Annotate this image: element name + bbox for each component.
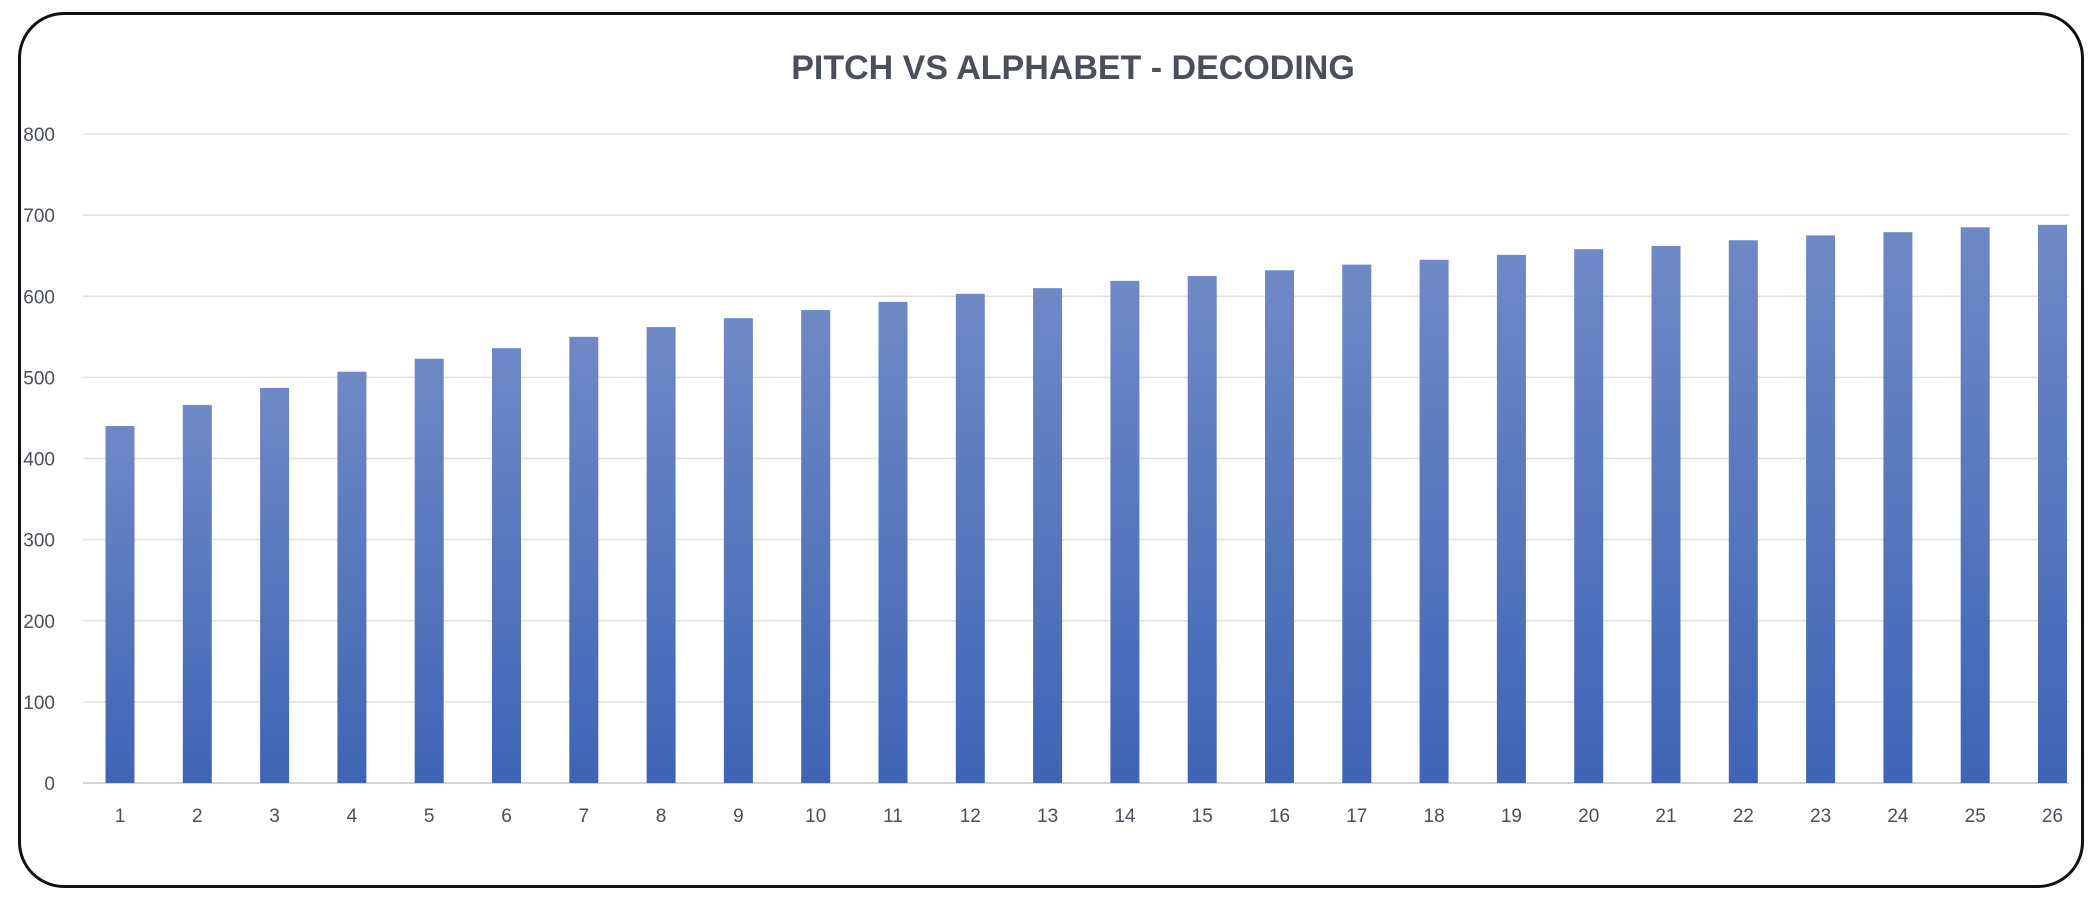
bar-8 <box>646 327 676 783</box>
x-tick-label: 21 <box>1655 806 1676 827</box>
x-tick-label: 14 <box>1114 806 1136 827</box>
bar-24 <box>1883 232 1913 783</box>
x-tick-label: 19 <box>1501 806 1522 827</box>
bar-19 <box>1496 254 1526 784</box>
bar-20 <box>1574 249 1604 783</box>
x-tick-label: 15 <box>1192 806 1213 827</box>
x-tick-label: 10 <box>805 806 826 827</box>
bar-21 <box>1651 245 1681 783</box>
x-tick-label: 6 <box>501 806 512 827</box>
bar-6 <box>492 348 521 783</box>
bar-12 <box>955 293 985 783</box>
bar-4 <box>337 371 367 783</box>
x-tick-label: 3 <box>269 806 280 827</box>
bar-18 <box>1419 259 1449 783</box>
bar-26 <box>2038 224 2067 784</box>
x-tick-label: 23 <box>1810 806 1831 827</box>
x-tick-label: 22 <box>1733 806 1754 827</box>
bar-23 <box>1806 235 1836 783</box>
bar-15 <box>1187 275 1217 783</box>
bar-16 <box>1265 270 1294 783</box>
bar-chart: PITCH VS ALPHABET - DECODING 0 100 200 300 4… <box>23 49 2069 827</box>
x-tick-label: 8 <box>656 806 667 827</box>
y-tick-label: 600 <box>23 287 55 308</box>
bars <box>105 224 2067 784</box>
x-tick-label: 7 <box>579 806 590 827</box>
bar-22 <box>1728 240 1758 783</box>
chart-frame: PITCH VS ALPHABET - DECODING 0 100 200 300 4… <box>18 12 2084 888</box>
bar-10 <box>801 310 831 783</box>
x-tick-label: 20 <box>1578 806 1599 827</box>
y-tick-label: 200 <box>23 612 55 633</box>
x-tick-label: 1 <box>115 806 126 827</box>
x-tick-label: 17 <box>1346 806 1367 827</box>
bar-9 <box>723 318 753 783</box>
gridlines <box>83 133 2069 784</box>
y-tick-label: 500 <box>23 368 55 389</box>
bar-14 <box>1110 280 1140 783</box>
x-tick-label: 13 <box>1037 806 1058 827</box>
y-tick-label: 400 <box>23 450 55 471</box>
x-tick-label: 11 <box>883 806 903 827</box>
bar-13 <box>1033 288 1063 783</box>
bar-3 <box>260 387 290 783</box>
bar-5 <box>414 358 444 783</box>
chart-title: PITCH VS ALPHABET - DECODING <box>791 49 1355 87</box>
y-tick-label: 300 <box>23 531 55 552</box>
x-tick-label: 4 <box>347 806 358 827</box>
bar-25 <box>1960 227 1990 783</box>
bar-7 <box>569 336 599 783</box>
x-tick-label: 24 <box>1887 806 1909 827</box>
x-tick-label: 25 <box>1965 806 1986 827</box>
x-tick-label: 5 <box>424 806 435 827</box>
x-tick-label: 18 <box>1424 806 1445 827</box>
y-tick-label: 100 <box>23 693 55 714</box>
y-axis-tick-labels: 0 100 200 300 400 500 600 700 800 <box>23 125 55 795</box>
x-tick-label: 16 <box>1269 806 1290 827</box>
bar-1 <box>105 426 135 783</box>
bar-17 <box>1342 264 1372 783</box>
y-tick-label: 800 <box>23 125 55 146</box>
x-tick-label: 26 <box>2042 806 2063 827</box>
y-tick-label: 0 <box>44 774 55 795</box>
x-tick-label: 12 <box>960 806 981 827</box>
y-tick-label: 700 <box>23 206 55 227</box>
bar-2 <box>182 404 212 783</box>
x-tick-label: 9 <box>733 806 744 827</box>
x-axis-tick-labels: 1 2 3 4 5 6 7 8 9 10 11 12 13 14 15 16 17 18 19 20 21 22 23 24 2… <box>115 806 2063 827</box>
bar-11 <box>878 301 908 783</box>
x-tick-label: 2 <box>192 806 203 827</box>
